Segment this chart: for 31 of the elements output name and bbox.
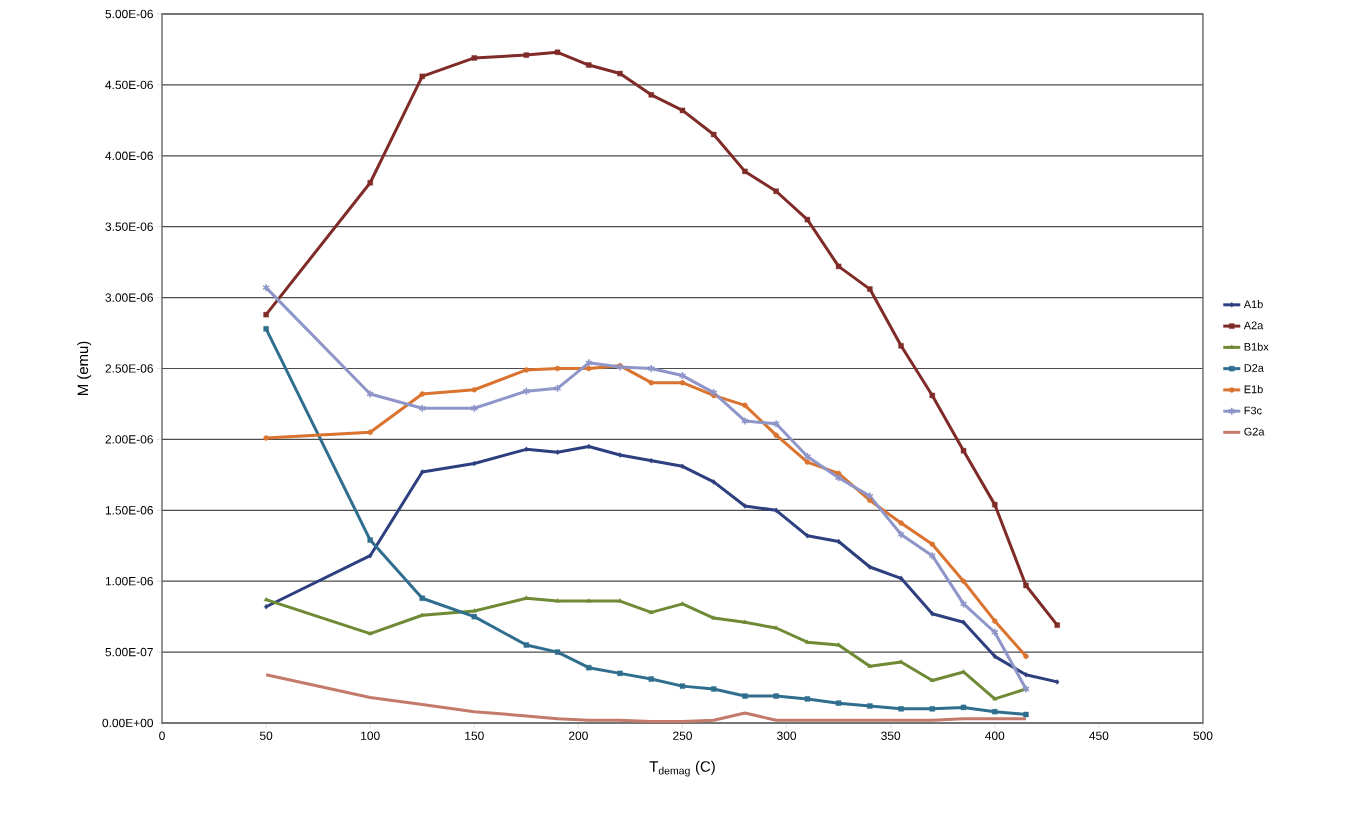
x-tick-label: 0 (159, 731, 165, 740)
x-tick-label: 350 (881, 731, 901, 740)
x-axis-title: T$_{demag}$ (C) (649, 760, 715, 777)
y-tick-label: 3.00E-06 (105, 293, 153, 302)
x-tick-label: 400 (985, 731, 1005, 740)
y-tick-label: 4.50E-06 (105, 80, 153, 90)
y-tick-label: 3.50E-06 (105, 222, 153, 231)
legend-label: E1b (1244, 385, 1263, 394)
x-tick-label: 450 (1089, 731, 1109, 740)
legend-label: B1bx (1244, 342, 1269, 351)
legend-label: F3c (1244, 406, 1262, 415)
legend-label: A2a (1243, 321, 1264, 330)
legend-label: D2a (1244, 364, 1264, 372)
x-tick-label: 500 (1193, 731, 1213, 740)
x-tick-label: 50 (259, 731, 273, 740)
y-tick-label: 2.00E-06 (105, 435, 153, 444)
y-tick-label: 1.00E-06 (105, 576, 153, 586)
x-tick-label: 250 (673, 731, 692, 740)
y-tick-label: 0.00E+00 (102, 718, 154, 728)
y-tick-label: 4.00E-06 (105, 151, 153, 161)
legend-label: A1b (1243, 300, 1263, 309)
y-axis-title: M (emu) (77, 341, 92, 396)
x-tick-label: 300 (777, 731, 797, 740)
y-tick-label: 2.50E-06 (105, 364, 153, 373)
x-tick-label: 200 (569, 731, 588, 740)
legend-label: G2a (1244, 427, 1265, 436)
x-tick-label: 100 (361, 731, 380, 740)
y-tick-label: 5.00E-06 (105, 9, 153, 19)
y-tick-label: 1.50E-06 (105, 506, 153, 515)
y-tick-label: 5.00E-07 (105, 647, 153, 657)
x-tick-label: 150 (465, 731, 484, 740)
